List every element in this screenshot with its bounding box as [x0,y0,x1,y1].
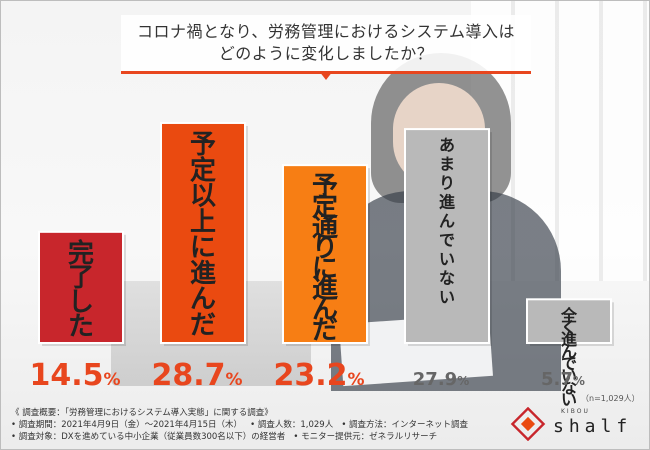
company-logo [510,407,546,441]
footer-target: • 調査対象：DXを進めている中小企業（従業員数300名以下）の経営者 [11,432,286,442]
bar-5 [526,298,612,344]
footer-heading: 《 調査概要：「労務管理におけるシステム導入実態」に関する調査》 [11,408,273,418]
bar-value-label: 27.9% [413,369,469,390]
bar-value-label: 23.2% [273,358,364,393]
bar-4 [404,128,490,344]
footer-count: • 調査人数：1,029人 [250,420,334,430]
bar-value-label: 5.7% [541,369,585,390]
bar-3 [282,164,368,344]
bar-category-label: あまり進んでいない [439,136,455,307]
footer-row: • 調査期間：2021年4月9日（金）〜2021年4月15日（木） • 調査人数… [11,419,501,431]
footer-method: • 調査方法：インターネット調査 [341,420,469,430]
bar-value-label: 14.5% [29,358,120,393]
footer-provider: • モニター提供元：ゼネラルリサーチ [293,432,438,442]
footer-period: • 調査期間：2021年4月9日（金）〜2021年4月15日（木） [11,420,243,430]
survey-footer: 《 調査概要：「労務管理におけるシステム導入実態」に関する調査》 • 調査期間：… [11,407,501,443]
bar-category-label: 完了した [68,238,94,342]
bar-1 [38,230,124,344]
sample-size-note: （n=1,029人） [581,394,640,403]
bar-category-label: 全く進んでいない [560,306,578,409]
bar-value-label: 28.7% [151,358,242,393]
title-pointer [319,71,333,80]
chart-title-box: コロナ禍となり、労務管理におけるシステム導入は どのように変化しましたか？ [121,15,531,80]
bar-category-label: 予定通りに進んだ [312,172,338,345]
footer-row: • 調査対象：DXを進めている中小企業（従業員数300名以下）の経営者 • モニ… [11,431,501,443]
bar-2 [160,121,246,345]
logo-wordmark: shalf [553,416,633,437]
logo-subtext: KIBOU [561,408,590,415]
bar-category-label: 予定以上に進んだ [190,130,216,340]
chart-title: コロナ禍となり、労務管理におけるシステム導入は どのように変化しましたか？ [137,22,515,63]
